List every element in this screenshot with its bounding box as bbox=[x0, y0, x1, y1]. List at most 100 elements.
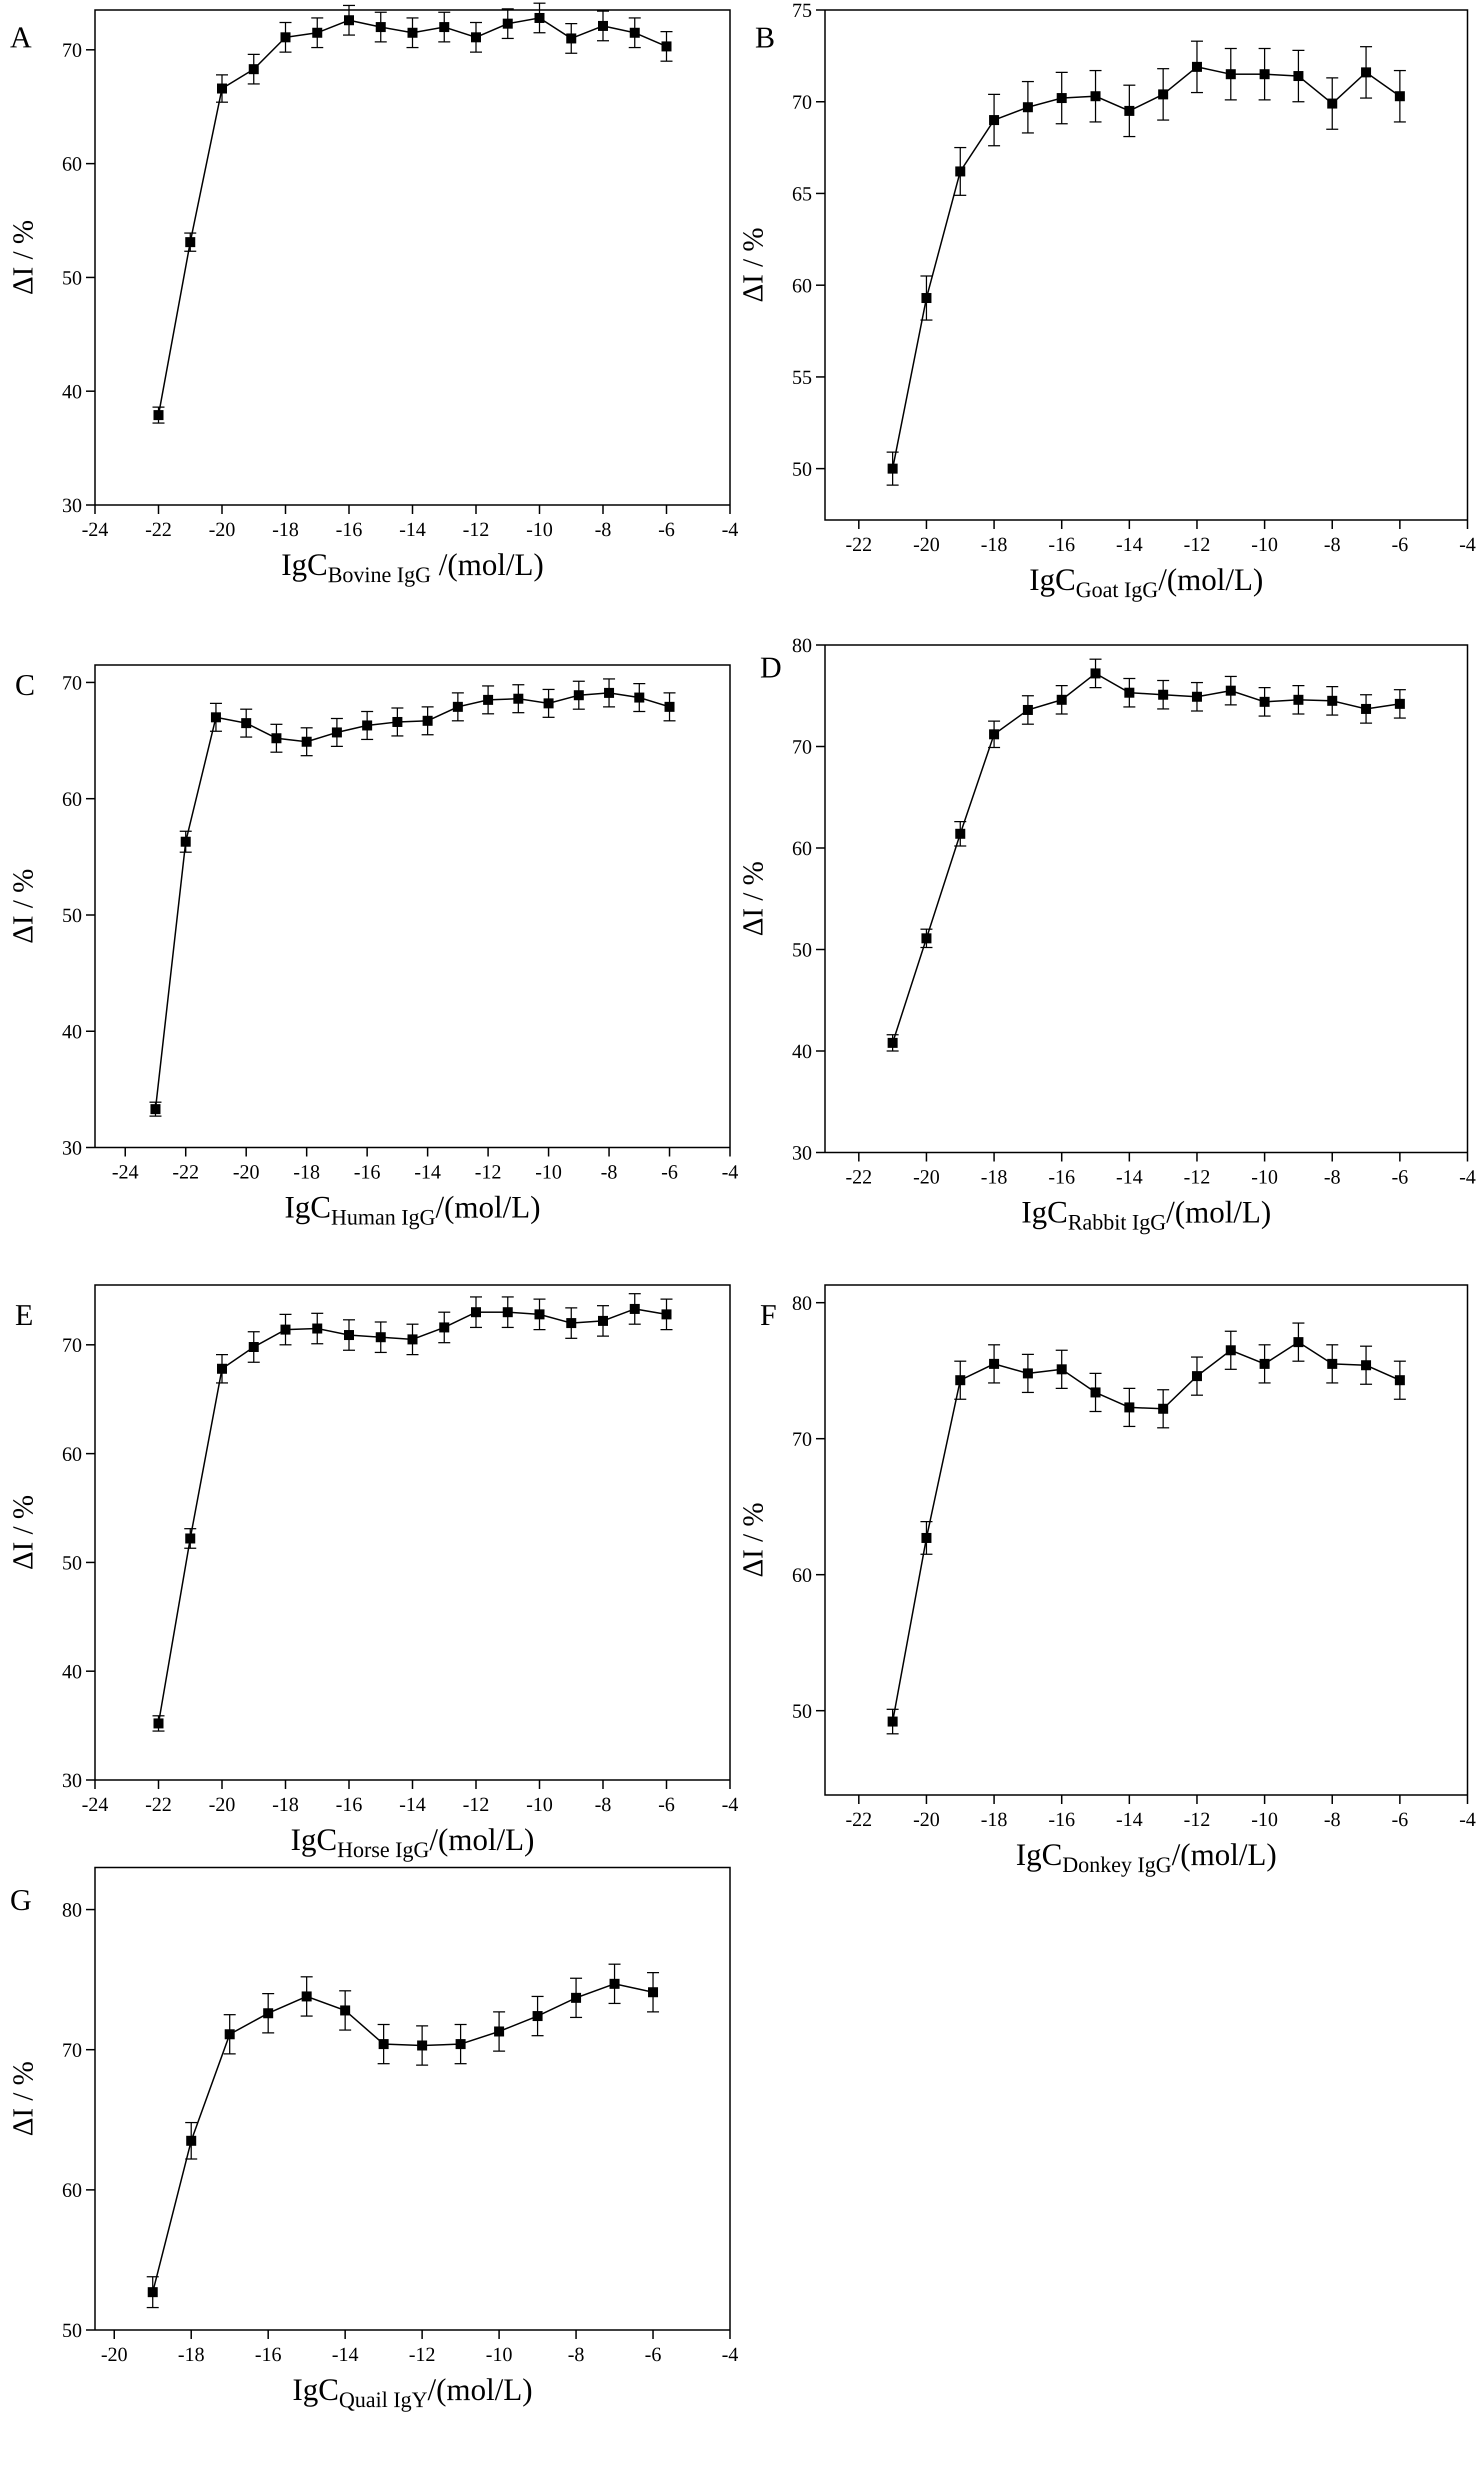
series-line bbox=[158, 1308, 667, 1724]
x-tick-label: -4 bbox=[722, 2343, 738, 2366]
x-axis-label: IgCHuman IgG/(mol/L) bbox=[284, 1190, 540, 1230]
data-point bbox=[248, 1342, 259, 1352]
series-line bbox=[154, 692, 670, 1110]
y-tick-label: 50 bbox=[62, 2319, 82, 2342]
y-axis-label: ΔI / % bbox=[6, 1495, 39, 1570]
data-point bbox=[271, 733, 282, 744]
data-point bbox=[332, 727, 342, 738]
y-tick-label: 30 bbox=[62, 1769, 82, 1792]
y-tick-label: 70 bbox=[792, 90, 812, 113]
data-point bbox=[217, 84, 227, 94]
plot-frame bbox=[94, 664, 731, 1148]
data-point bbox=[648, 1987, 658, 1998]
y-tick-label: 50 bbox=[62, 904, 82, 926]
data-point bbox=[610, 1978, 620, 1989]
data-point bbox=[662, 41, 672, 52]
data-point bbox=[456, 2039, 466, 2050]
data-point bbox=[280, 32, 290, 42]
x-tick-label: -18 bbox=[980, 533, 1007, 556]
plot-frame bbox=[824, 644, 1468, 1154]
data-point bbox=[1226, 686, 1236, 696]
x-tick-label: -16 bbox=[354, 1160, 380, 1183]
data-point bbox=[483, 694, 494, 705]
x-tick-label: -14 bbox=[399, 518, 426, 540]
data-point bbox=[1056, 1364, 1067, 1374]
data-point bbox=[1056, 694, 1067, 705]
data-point bbox=[1293, 71, 1304, 82]
data-point bbox=[248, 64, 259, 74]
chart-panel-A: A -24 -22 -20 -18 -16 -14 -12 -10 -8 -6 -4 30 40 50 60 7… bbox=[6, 2, 738, 587]
x-tick-label: -20 bbox=[101, 2343, 128, 2366]
y-tick-label: 70 bbox=[62, 2038, 82, 2061]
x-tick-label: -22 bbox=[846, 1808, 872, 1830]
x-tick-label: -8 bbox=[1324, 533, 1340, 556]
data-point bbox=[302, 1991, 312, 2002]
y-tick-label: 60 bbox=[792, 274, 812, 296]
data-point bbox=[263, 2008, 274, 2018]
data-point bbox=[566, 33, 576, 44]
panel-letter: C bbox=[15, 668, 35, 702]
series-line bbox=[892, 672, 1400, 1044]
data-point bbox=[1192, 1371, 1202, 1382]
data-point bbox=[186, 2136, 196, 2146]
data-point bbox=[302, 736, 312, 747]
data-point bbox=[566, 1318, 576, 1328]
data-point bbox=[494, 2026, 504, 2036]
data-point bbox=[1158, 690, 1168, 700]
x-tick-label: -4 bbox=[1459, 1166, 1476, 1188]
data-point bbox=[1022, 102, 1033, 112]
chart-panel-F: F -22 -20 -18 -16 -14 -12 -10 -8 -6 -4 50 60 70 80 ΔI /… bbox=[736, 1284, 1476, 1877]
x-tick-label: -12 bbox=[1184, 533, 1210, 556]
x-tick-label: -14 bbox=[1116, 1808, 1142, 1830]
y-axis-label: ΔI / % bbox=[6, 868, 39, 944]
data-point bbox=[1192, 692, 1202, 702]
y-tick-label: 30 bbox=[62, 1136, 82, 1159]
data-point bbox=[1394, 698, 1405, 709]
y-tick-label: 50 bbox=[62, 266, 82, 289]
y-tick-label: 60 bbox=[62, 2179, 82, 2202]
data-point bbox=[185, 1533, 196, 1544]
y-tick-label: 80 bbox=[62, 1898, 82, 1921]
data-point bbox=[1124, 1402, 1134, 1412]
x-tick-label: -4 bbox=[722, 518, 738, 540]
data-point bbox=[634, 692, 644, 703]
data-point bbox=[154, 1718, 164, 1728]
data-point bbox=[312, 1324, 322, 1334]
data-point bbox=[574, 690, 584, 700]
data-point bbox=[989, 1358, 1000, 1369]
x-tick-label: -14 bbox=[414, 1160, 441, 1183]
x-tick-label: -12 bbox=[475, 1160, 502, 1183]
y-tick-label: 70 bbox=[62, 672, 82, 694]
y-axis-label: ΔI / % bbox=[6, 220, 39, 295]
data-point bbox=[1192, 62, 1202, 72]
y-tick-label: 60 bbox=[792, 837, 812, 860]
data-point bbox=[513, 694, 524, 704]
data-point bbox=[989, 115, 1000, 126]
data-point bbox=[544, 698, 554, 708]
x-tick-label: -18 bbox=[178, 2343, 204, 2366]
x-axis-label: IgCHorse IgG/(mol/L) bbox=[290, 1823, 534, 1862]
x-tick-label: -22 bbox=[145, 1793, 172, 1816]
x-tick-label: -12 bbox=[409, 2343, 436, 2366]
chart-panel-E: E -24 -22 -20 -18 -16 -14 -12 -10 -8 -6 -4 30 40 50 60 7… bbox=[6, 1284, 738, 1862]
data-point bbox=[217, 1364, 227, 1374]
data-point bbox=[921, 293, 932, 304]
panel-letter: G bbox=[10, 1884, 32, 1916]
x-tick-label: -20 bbox=[208, 518, 235, 540]
y-axis-label: ΔI / % bbox=[736, 861, 769, 936]
data-point bbox=[1226, 1345, 1236, 1356]
y-tick-label: 70 bbox=[792, 1428, 812, 1450]
data-point bbox=[1226, 69, 1236, 80]
plot-frame bbox=[824, 1284, 1468, 1796]
data-point bbox=[888, 464, 898, 474]
data-point bbox=[185, 237, 196, 248]
x-tick-label: -12 bbox=[462, 1793, 489, 1816]
y-tick-label: 70 bbox=[62, 39, 82, 62]
plot-frame bbox=[94, 9, 731, 506]
y-tick-label: 40 bbox=[62, 1020, 82, 1042]
x-axis-label: IgCRabbit IgG/(mol/L) bbox=[1022, 1196, 1272, 1234]
data-point bbox=[376, 22, 386, 32]
x-tick-label: -12 bbox=[462, 518, 489, 540]
x-tick-label: -18 bbox=[980, 1808, 1007, 1830]
x-tick-label: -6 bbox=[658, 1793, 674, 1816]
